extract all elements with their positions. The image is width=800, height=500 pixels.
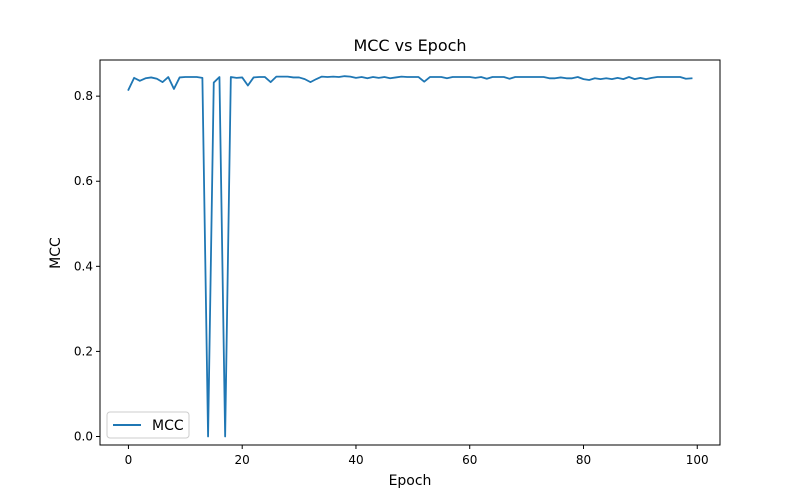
x-tick-label: 40 <box>348 453 363 467</box>
y-tick-label: 0.8 <box>74 89 93 103</box>
y-axis: 0.0 0.2 0.4 0.6 0.8 <box>74 89 100 443</box>
x-tick-label: 60 <box>462 453 477 467</box>
x-axis-label: Epoch <box>389 473 432 489</box>
legend-label-mcc: MCC <box>152 418 184 434</box>
axes-frame <box>99 59 721 446</box>
chart-title: MCC vs Epoch <box>353 36 466 55</box>
series-line-mcc <box>127 75 693 438</box>
x-tick-label: 20 <box>235 453 250 467</box>
y-axis-label: MCC <box>48 237 64 269</box>
legend: MCC <box>106 411 190 439</box>
y-tick-label: 0.4 <box>74 259 93 273</box>
x-tick-label: 0 <box>125 453 133 467</box>
x-tick-label: 80 <box>576 453 591 467</box>
x-tick-label: 100 <box>686 453 709 467</box>
plot-area <box>127 75 693 438</box>
y-tick-label: 0.2 <box>74 344 93 358</box>
legend-box <box>106 411 190 439</box>
y-tick-label: 0.6 <box>74 174 93 188</box>
x-axis: 0 20 40 60 80 100 <box>125 445 709 467</box>
y-tick-label: 0.0 <box>74 429 93 443</box>
